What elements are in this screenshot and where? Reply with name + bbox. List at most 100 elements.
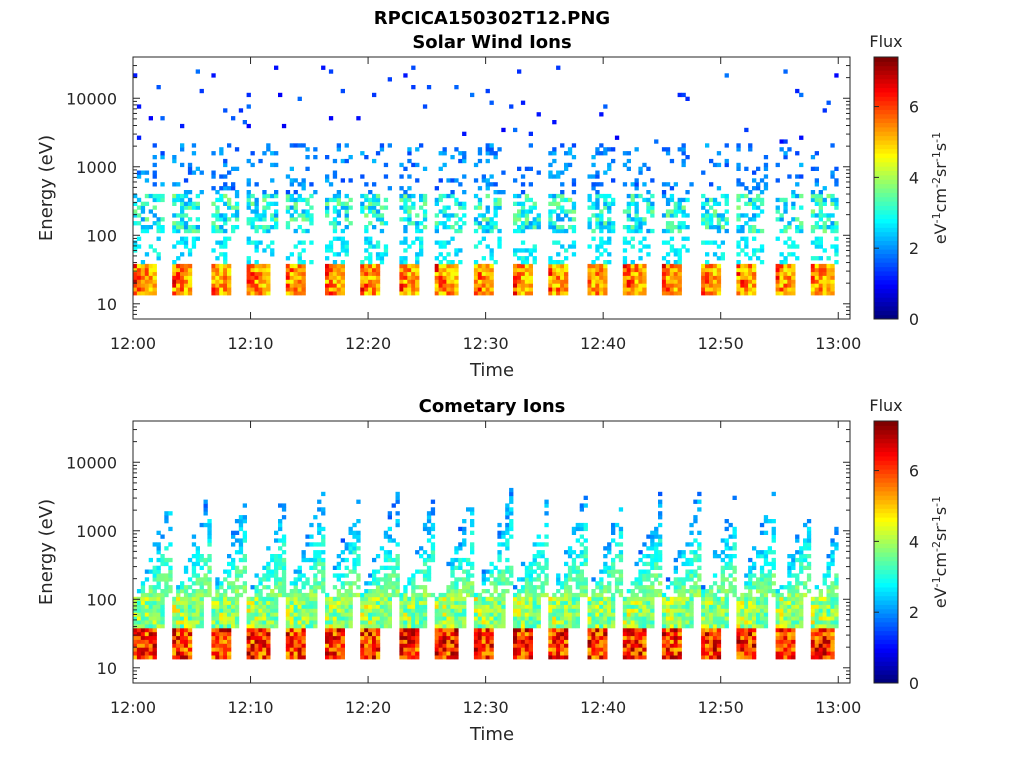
flux-cell <box>533 612 537 616</box>
flux-cell <box>595 213 599 217</box>
flux-cell <box>168 577 172 581</box>
flux-cell <box>642 612 646 616</box>
flux-cell <box>525 620 529 624</box>
flux-cell <box>302 198 306 202</box>
flux-cell <box>278 93 282 97</box>
flux-cell <box>149 589 153 593</box>
flux-cell <box>341 268 345 272</box>
flux-cell <box>642 624 646 628</box>
flux-cell <box>450 616 454 620</box>
flux-cell <box>682 209 686 213</box>
flux-cell <box>627 264 631 268</box>
flux-cell <box>313 585 317 589</box>
flux-cell <box>153 264 157 268</box>
flux-cell <box>419 221 423 225</box>
flux-cell <box>192 597 196 601</box>
colorbar-segment <box>874 210 898 215</box>
flux-cell <box>141 605 145 609</box>
flux-cell <box>482 643 486 647</box>
flux-cell <box>454 248 458 252</box>
flux-cell <box>219 244 223 248</box>
flux-cell <box>380 597 384 601</box>
flux-cell <box>588 640 592 644</box>
flux-cell <box>595 190 599 194</box>
flux-cell <box>521 612 525 616</box>
flux-cell <box>223 605 227 609</box>
flux-cell <box>603 225 607 229</box>
flux-cell <box>376 643 380 647</box>
flux-cell <box>137 601 141 605</box>
flux-cell <box>372 159 376 163</box>
flux-cell <box>149 194 153 198</box>
flux-cell <box>443 151 447 155</box>
flux-cell <box>682 585 686 589</box>
flux-cell <box>474 287 478 291</box>
flux-cell <box>642 198 646 202</box>
flux-cell <box>274 538 278 542</box>
flux-cell <box>317 507 321 511</box>
colorbar-segment <box>874 310 898 315</box>
flux-cell <box>591 237 595 241</box>
flux-cell <box>133 209 137 213</box>
flux-cell <box>497 558 501 562</box>
flux-cell <box>588 612 592 616</box>
flux-cell <box>509 488 513 492</box>
flux-cell <box>603 221 607 225</box>
flux-cell <box>153 636 157 640</box>
flux-cell <box>349 546 353 550</box>
flux-cell <box>215 225 219 229</box>
colorbar-segment <box>874 109 898 114</box>
flux-cell <box>313 593 317 597</box>
flux-cell <box>368 620 372 624</box>
flux-cell <box>548 213 552 217</box>
flux-cell <box>513 287 517 291</box>
flux-cell <box>560 217 564 221</box>
flux-cell <box>251 268 255 272</box>
flux-cell <box>215 279 219 283</box>
flux-cell <box>740 276 744 280</box>
colorbar-segment <box>874 262 898 267</box>
flux-cell <box>407 577 411 581</box>
flux-cell <box>329 291 333 295</box>
flux-cell <box>423 608 427 612</box>
flux-cell <box>411 202 415 206</box>
flux-cell <box>552 221 556 225</box>
flux-cell <box>258 624 262 628</box>
flux-cell <box>153 143 157 147</box>
flux-cell <box>478 221 482 225</box>
flux-cell <box>407 198 411 202</box>
flux-cell <box>678 221 682 225</box>
flux-cell <box>650 538 654 542</box>
flux-cell <box>227 186 231 190</box>
flux-cell <box>650 624 654 628</box>
flux-cell <box>521 632 525 636</box>
flux-cell <box>313 566 317 570</box>
flux-cell <box>783 225 787 229</box>
flux-cell <box>478 628 482 632</box>
flux-cell <box>231 206 235 210</box>
flux-cell <box>333 651 337 655</box>
flux-cell <box>678 577 682 581</box>
flux-cell <box>294 202 298 206</box>
flux-cell <box>642 283 646 287</box>
flux-cell <box>678 279 682 283</box>
flux-cell <box>780 268 784 272</box>
flux-cell <box>290 620 294 624</box>
flux-cell <box>509 519 513 523</box>
flux-cell <box>188 206 192 210</box>
flux-cell <box>184 643 188 647</box>
flux-cell <box>439 260 443 264</box>
colorbar-segment <box>874 171 898 176</box>
flux-cell <box>631 182 635 186</box>
flux-cell <box>650 597 654 601</box>
flux-cell <box>823 202 827 206</box>
flux-cell <box>623 605 627 609</box>
flux-cell <box>823 279 827 283</box>
flux-cell <box>411 268 415 272</box>
flux-cell <box>215 601 219 605</box>
flux-cell <box>290 616 294 620</box>
flux-cell <box>638 573 642 577</box>
flux-cell <box>458 577 462 581</box>
flux-cell <box>349 585 353 589</box>
flux-cell <box>736 260 740 264</box>
